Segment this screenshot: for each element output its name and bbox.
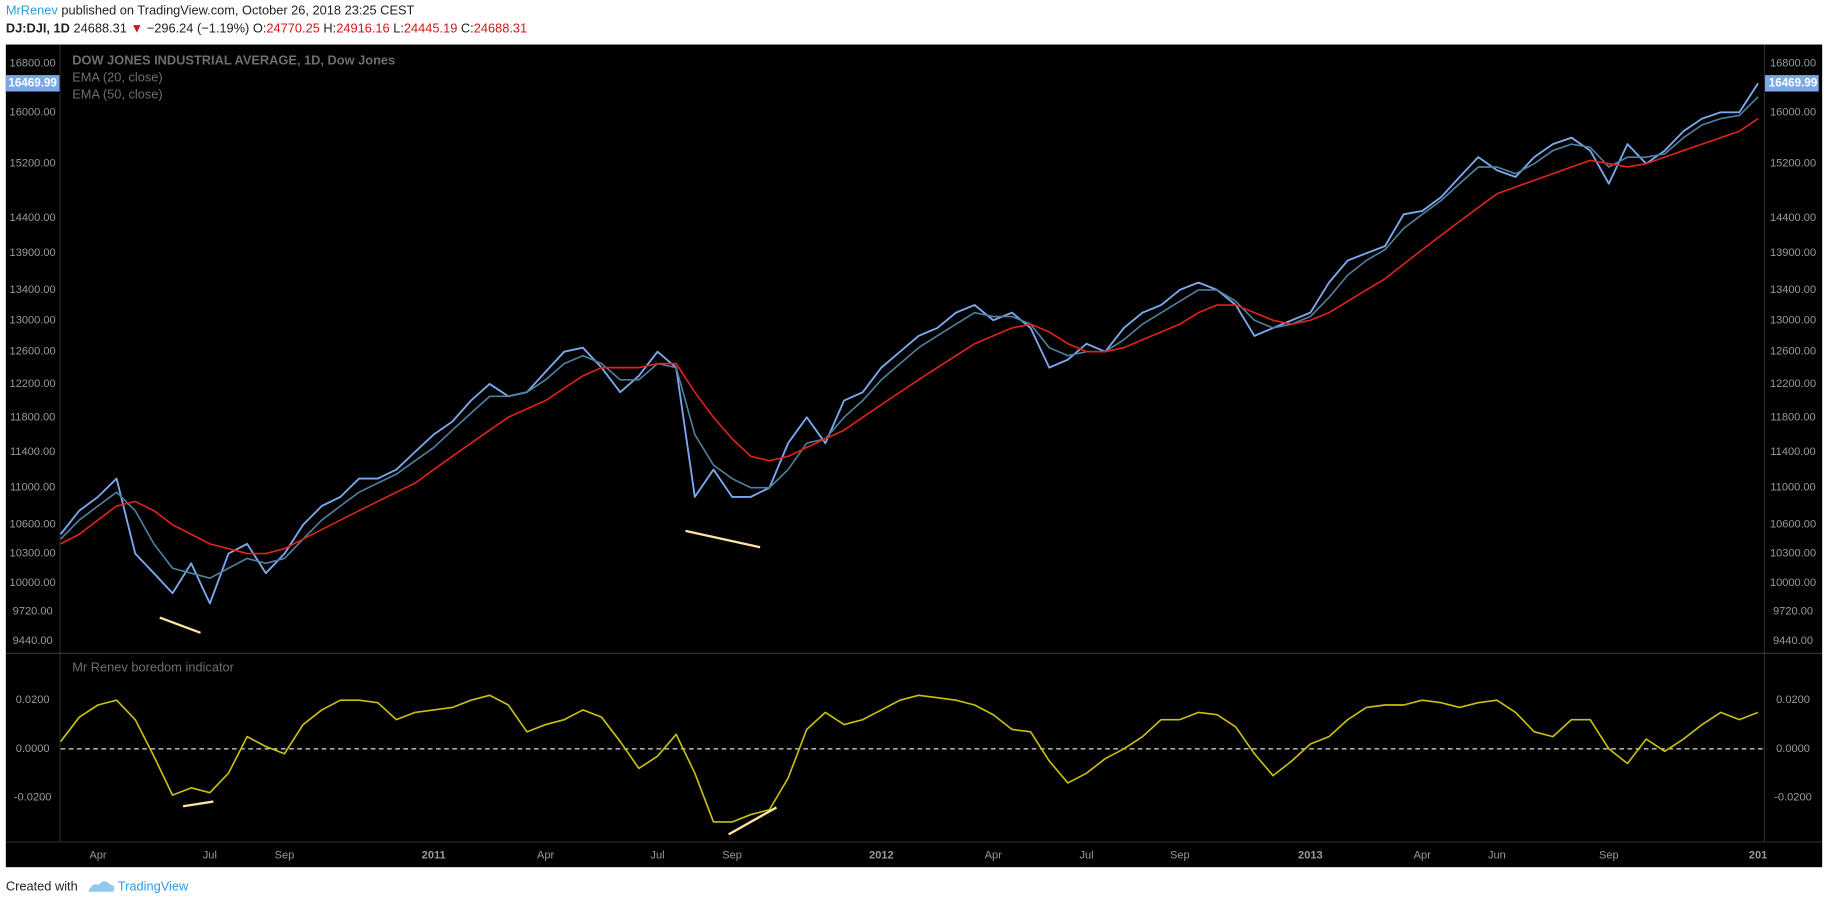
footer-text: Created with <box>6 878 78 893</box>
y-tick-label: 14400.00 <box>1770 212 1816 224</box>
y-tick-label: 9720.00 <box>1773 606 1813 618</box>
y-tick-label: 16800.00 <box>1770 57 1816 69</box>
x-tick-label: Apr <box>985 849 1003 861</box>
y-tick-label: 14400.00 <box>10 212 56 224</box>
x-tick-label: Sep <box>275 849 295 861</box>
divergence-line <box>728 806 778 836</box>
x-tick-label: 201 <box>1749 849 1767 861</box>
y-tick-label: 10600.00 <box>1770 519 1816 531</box>
x-tick-label: Apr <box>89 849 107 861</box>
last: 24688.31 <box>73 21 126 36</box>
symbol-line: DJ:DJI, 1D 24688.31 ▼ −296.24 (−1.19%) O… <box>6 21 527 36</box>
y-tick-label: 15200.00 <box>1770 158 1816 170</box>
ohlc-key: C: <box>461 21 474 36</box>
y-tick-label: 12600.00 <box>10 346 56 358</box>
y-tick-label: 10300.00 <box>1770 547 1816 559</box>
series-line <box>59 694 1759 823</box>
y-tick-label: 13000.00 <box>1770 314 1816 326</box>
last-price-tag <box>1765 75 1819 92</box>
x-tick-label: Jul <box>650 849 664 861</box>
y-tick-label: 11400.00 <box>10 446 55 458</box>
y-tick-label: 9440.00 <box>13 635 53 647</box>
x-tick-label: Apr <box>537 849 555 861</box>
x-tick-label: Jun <box>1488 849 1506 861</box>
y-tick-label: 11800.00 <box>10 411 55 423</box>
last-price-tag <box>5 75 60 92</box>
y-tick-label: 0.0000 <box>1776 743 1810 755</box>
chart-background <box>5 44 1823 868</box>
x-tick-label: Sep <box>1599 849 1619 861</box>
last-price-label: 16469.99 <box>8 76 57 89</box>
legend-entry: DOW JONES INDUSTRIAL AVERAGE, 1D, Dow Jo… <box>72 52 395 67</box>
x-tick-label: 2013 <box>1298 849 1323 861</box>
y-tick-label: 13900.00 <box>10 247 56 259</box>
y-tick-label: 11000.00 <box>1770 482 1815 494</box>
y-tick-label: 16000.00 <box>1770 106 1816 118</box>
brand[interactable]: TradingView <box>118 878 189 893</box>
series-line <box>59 82 1759 605</box>
y-tick-label: -0.0200 <box>1774 791 1812 803</box>
ohlc-key: H: <box>323 21 336 36</box>
y-tick-label: 0.0200 <box>1776 694 1810 706</box>
plot-area: 16800.00 16800.00 16000.00 16000.00 15200.00… <box>5 52 1819 861</box>
published: published on TradingView.com, October 26… <box>61 3 414 18</box>
x-tick-label: Apr <box>1414 849 1432 861</box>
y-tick-label: 11800.00 <box>1770 411 1815 423</box>
x-tick-label: Jul <box>203 849 217 861</box>
y-tick-label: 13900.00 <box>1770 247 1816 259</box>
y-tick-label: 13000.00 <box>10 314 56 326</box>
y-tick-label: 12200.00 <box>1770 378 1816 390</box>
y-tick-label: 10000.00 <box>1770 577 1816 589</box>
ohlc-value: 24688.31 <box>474 21 527 36</box>
y-tick-label: 10300.00 <box>10 547 56 559</box>
x-tick-label: 2011 <box>422 849 446 861</box>
y-tick-label: 11000.00 <box>10 482 55 494</box>
y-tick-label: 0.0200 <box>16 694 50 706</box>
series-line <box>60 96 1759 580</box>
y-tick-label: 9440.00 <box>1773 635 1813 647</box>
divergence-lines <box>159 529 778 836</box>
y-tick-label: 12200.00 <box>10 378 56 390</box>
y-tick-label: 0.0000 <box>16 743 50 755</box>
divergence-line <box>159 616 201 634</box>
change: −296.24 (−1.19%) <box>147 21 250 36</box>
y-tick-label: 12600.00 <box>1770 346 1816 358</box>
ohlc-value: 24445.19 <box>404 21 457 36</box>
divergence-line <box>182 800 214 808</box>
x-tick-label: Sep <box>1170 849 1190 861</box>
y-tick-label: 16000.00 <box>10 106 56 118</box>
last-price-label: 16469.99 <box>1769 76 1818 89</box>
y-tick-label: 16800.00 <box>10 57 56 69</box>
y-tick-label: 11400.00 <box>1770 446 1815 458</box>
legend-entry: Mr Renev boredom indicator <box>72 659 234 674</box>
ohlc-value: 24770.25 <box>266 21 319 36</box>
series-line <box>60 117 1759 555</box>
y-tick-label: 13400.00 <box>1770 284 1816 296</box>
y-tick-label: 10600.00 <box>10 519 56 531</box>
ohlc-value: 24916.16 <box>336 21 389 36</box>
symbol: DJ:DJI, 1D <box>6 21 70 36</box>
brand-logo <box>88 881 115 892</box>
y-tick-label: 9720.00 <box>13 606 53 618</box>
y-tick-label: 15200.00 <box>10 158 56 170</box>
divergence-line <box>685 529 761 549</box>
author[interactable]: MrRenev <box>6 3 59 18</box>
y-tick-label: -0.0200 <box>14 791 52 803</box>
ohlc-key: O: <box>253 21 267 36</box>
x-tick-label: Jul <box>1079 849 1093 861</box>
ohlc-key: L: <box>393 21 404 36</box>
y-tick-label: 13400.00 <box>10 284 56 296</box>
x-tick-label: Sep <box>722 849 742 861</box>
y-tick-label: 10000.00 <box>10 577 56 589</box>
arrow: ▼ <box>130 21 143 36</box>
header-line: MrRenev published on TradingView.com, Oc… <box>6 3 415 18</box>
x-tick-label: 2012 <box>869 849 894 861</box>
legend-entry: EMA (50, close) <box>72 86 162 101</box>
legend-entry: EMA (20, close) <box>72 69 162 84</box>
